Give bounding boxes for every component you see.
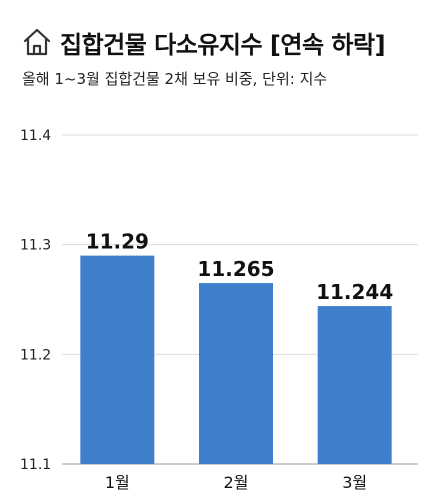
chart-header: 집합건물 다소유지수 [연속 하락] 올해 1~3월 집합건물 2채 보유 비중… xyxy=(22,24,438,89)
bar xyxy=(317,306,392,464)
bar xyxy=(80,255,155,464)
data-label: 11.29 xyxy=(86,230,149,254)
category-label: 2월 xyxy=(224,473,249,492)
category-label: 1월 xyxy=(105,473,130,492)
bar xyxy=(199,283,273,464)
y-tick-label: 11.3 xyxy=(20,238,51,254)
category-label: 3월 xyxy=(342,473,367,492)
chart-subtitle: 올해 1~3월 집합건물 2채 보유 비중, 단위: 지수 xyxy=(22,70,328,88)
y-tick-label: 11.4 xyxy=(20,128,51,144)
y-tick-label: 11.1 xyxy=(20,457,51,473)
y-tick-label: 11.2 xyxy=(20,347,51,363)
home-icon xyxy=(23,28,51,56)
data-label: 11.244 xyxy=(316,280,393,304)
data-label: 11.265 xyxy=(197,257,274,281)
chart-title: 집합건물 다소유지수 [연속 하락] xyxy=(60,30,386,59)
title-row: 집합건물 다소유지수 [연속 하락] xyxy=(22,24,438,60)
